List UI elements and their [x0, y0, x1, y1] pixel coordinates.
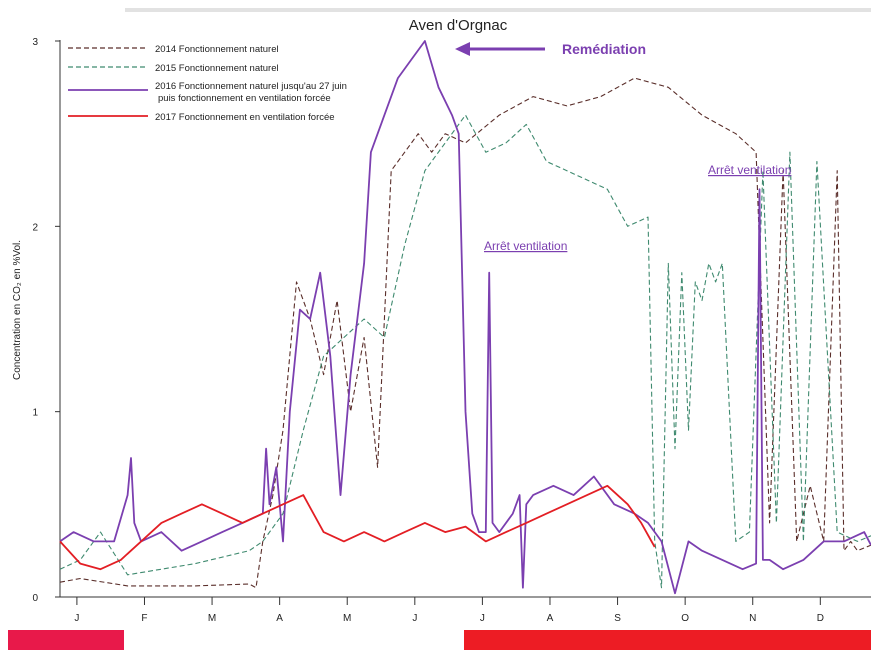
- annotation-remediation: Remédiation: [562, 41, 646, 57]
- legend-label: 2017 Fonctionnement en ventilation forcé…: [155, 112, 335, 123]
- x-tick-label: O: [681, 613, 689, 624]
- x-tick-label: D: [817, 613, 824, 624]
- x-tick-label: A: [547, 613, 554, 624]
- x-tick-label: A: [276, 613, 283, 624]
- series-line-3: [59, 40, 871, 595]
- series-layer: [59, 40, 871, 595]
- legend-label: 2016 Fonctionnement naturel jusqu'au 27 …: [155, 81, 347, 92]
- legend-label: 2015 Fonctionnement naturel: [155, 63, 279, 74]
- chart-title: Aven d'Orgnac: [409, 17, 508, 34]
- x-tick-label: N: [749, 613, 756, 624]
- top-divider: [125, 8, 871, 12]
- y-ticks: 0 1 2 3: [32, 37, 60, 604]
- y-tick-label: 1: [32, 408, 38, 419]
- footer-bar-left: [8, 630, 124, 650]
- co2-line-chart: Aven d'Orgnac Concentration en CO₂ en %V…: [12, 17, 871, 624]
- series-line-4: [59, 484, 656, 571]
- y-tick-label: 3: [32, 37, 38, 48]
- x-tick-label: S: [614, 613, 621, 624]
- legend: 2014 Fonctionnement naturel 2015 Fonction…: [68, 44, 347, 123]
- x-tick-label: J: [480, 613, 485, 624]
- y-axis-label: Concentration en CO₂ en %Vol.: [12, 240, 23, 380]
- x-tick-label: M: [208, 613, 216, 624]
- x-tick-label: M: [343, 613, 351, 624]
- series-line-2: [59, 114, 871, 589]
- legend-label: 2014 Fonctionnement naturel: [155, 44, 279, 55]
- annotation-arret-ventilation-1: Arrêt ventilation: [484, 239, 567, 253]
- y-tick-label: 0: [32, 593, 38, 604]
- x-tick-label: J: [412, 613, 417, 624]
- legend-label: puis fonctionnement en ventilation forcé…: [158, 93, 331, 104]
- remediation-arrow-head-icon: [455, 42, 470, 56]
- series-line-1: [59, 77, 871, 589]
- x-tick-label: F: [141, 613, 147, 624]
- x-tick-label: J: [74, 613, 79, 624]
- footer-bar-right: [464, 630, 871, 650]
- annotation-arret-ventilation-2: Arrêt ventilation: [708, 163, 791, 177]
- y-tick-label: 2: [32, 222, 38, 233]
